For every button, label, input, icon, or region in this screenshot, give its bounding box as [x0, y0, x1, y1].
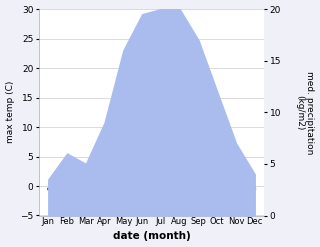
- Y-axis label: max temp (C): max temp (C): [5, 81, 14, 144]
- X-axis label: date (month): date (month): [113, 231, 190, 242]
- Y-axis label: med. precipitation
(kg/m2): med. precipitation (kg/m2): [295, 71, 315, 154]
